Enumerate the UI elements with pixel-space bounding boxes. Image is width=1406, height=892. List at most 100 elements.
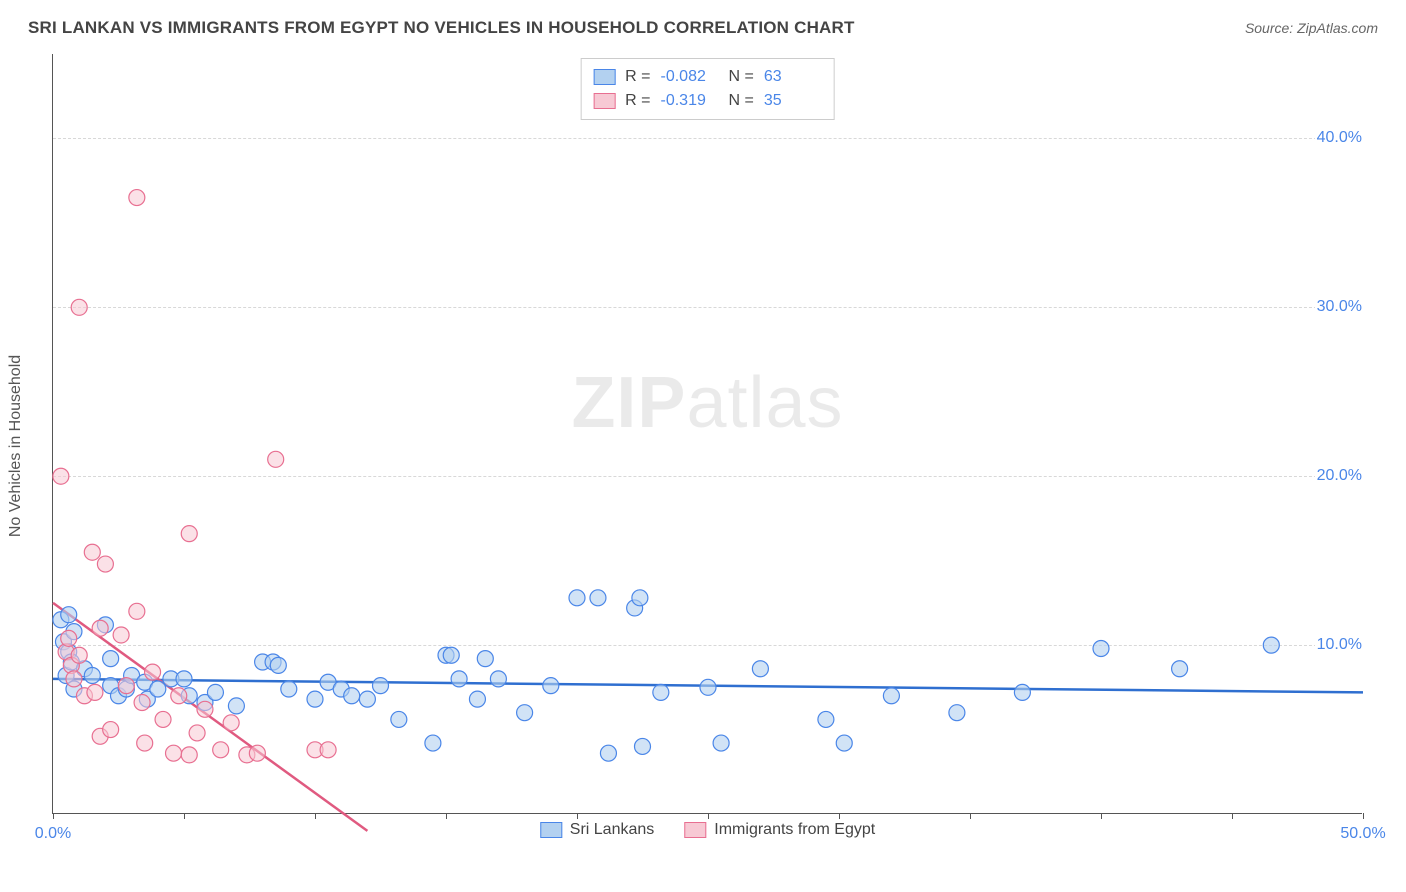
data-point xyxy=(425,735,441,751)
data-point xyxy=(134,695,150,711)
data-point xyxy=(189,725,205,741)
data-point xyxy=(103,651,119,667)
data-point xyxy=(373,678,389,694)
x-tick xyxy=(1232,813,1233,819)
data-point xyxy=(145,664,161,680)
data-point xyxy=(490,671,506,687)
chart-title: SRI LANKAN VS IMMIGRANTS FROM EGYPT NO V… xyxy=(28,18,855,38)
data-point xyxy=(344,688,360,704)
data-point xyxy=(713,735,729,751)
x-tick xyxy=(184,813,185,819)
data-point xyxy=(836,735,852,751)
r-label: R = xyxy=(625,89,650,113)
source-attribution: Source: ZipAtlas.com xyxy=(1245,20,1378,36)
data-point xyxy=(268,451,284,467)
data-point xyxy=(635,738,651,754)
y-axis-title: No Vehicles in Household xyxy=(7,355,25,537)
x-tick-label: 50.0% xyxy=(1340,825,1385,843)
data-point xyxy=(1093,640,1109,656)
x-tick xyxy=(446,813,447,819)
x-tick xyxy=(970,813,971,819)
data-point xyxy=(181,526,197,542)
title-bar: SRI LANKAN VS IMMIGRANTS FROM EGYPT NO V… xyxy=(28,18,1378,38)
data-point xyxy=(150,681,166,697)
data-point xyxy=(166,745,182,761)
data-point xyxy=(1014,684,1030,700)
stats-row: R = -0.319 N = 35 xyxy=(593,89,822,113)
data-point xyxy=(118,678,134,694)
data-point xyxy=(228,698,244,714)
legend-swatch xyxy=(593,93,615,109)
data-point xyxy=(359,691,375,707)
plot-area: ZIPatlas 10.0%20.0%30.0%40.0% 0.0%50.0% … xyxy=(52,54,1362,814)
data-point xyxy=(752,661,768,677)
data-point xyxy=(1172,661,1188,677)
data-point xyxy=(653,684,669,700)
data-point xyxy=(1263,637,1279,653)
data-point xyxy=(320,742,336,758)
data-point xyxy=(71,647,87,663)
data-point xyxy=(391,711,407,727)
data-point xyxy=(66,671,82,687)
data-point xyxy=(883,688,899,704)
data-point xyxy=(590,590,606,606)
data-point xyxy=(87,684,103,700)
data-point xyxy=(137,735,153,751)
data-point xyxy=(171,688,187,704)
x-tick xyxy=(708,813,709,819)
data-point xyxy=(818,711,834,727)
r-label: R = xyxy=(625,65,650,89)
data-point xyxy=(543,678,559,694)
data-point xyxy=(92,620,108,636)
data-point xyxy=(176,671,192,687)
data-point xyxy=(84,668,100,684)
legend-swatch xyxy=(684,822,706,838)
trend-line xyxy=(53,603,367,831)
data-point xyxy=(281,681,297,697)
data-point xyxy=(53,468,69,484)
data-point xyxy=(443,647,459,663)
stats-legend: R = -0.082 N = 63R = -0.319 N = 35 xyxy=(580,58,835,120)
data-point xyxy=(270,657,286,673)
data-point xyxy=(600,745,616,761)
data-point xyxy=(71,299,87,315)
data-point xyxy=(97,556,113,572)
data-point xyxy=(213,742,229,758)
r-value: -0.319 xyxy=(661,89,719,113)
legend-item: Sri Lankans xyxy=(540,821,655,839)
data-point xyxy=(61,607,77,623)
x-tick xyxy=(1101,813,1102,819)
x-tick xyxy=(577,813,578,819)
x-tick-label: 0.0% xyxy=(35,825,71,843)
r-value: -0.082 xyxy=(661,65,719,89)
scatter-plot-svg xyxy=(53,54,1362,813)
x-tick xyxy=(1363,813,1364,819)
x-tick xyxy=(839,813,840,819)
data-point xyxy=(632,590,648,606)
x-tick xyxy=(315,813,316,819)
data-point xyxy=(61,630,77,646)
data-point xyxy=(249,745,265,761)
data-point xyxy=(477,651,493,667)
data-point xyxy=(307,691,323,707)
data-point xyxy=(451,671,467,687)
x-tick xyxy=(53,813,54,819)
legend-label: Sri Lankans xyxy=(570,821,655,839)
data-point xyxy=(103,722,119,738)
data-point xyxy=(223,715,239,731)
n-label: N = xyxy=(729,89,754,113)
series-legend: Sri Lankans Immigrants from Egypt xyxy=(540,821,875,839)
n-value: 63 xyxy=(764,65,822,89)
n-value: 35 xyxy=(764,89,822,113)
data-point xyxy=(84,544,100,560)
data-point xyxy=(469,691,485,707)
data-point xyxy=(129,190,145,206)
data-point xyxy=(700,679,716,695)
data-point xyxy=(129,603,145,619)
data-point xyxy=(155,711,171,727)
legend-swatch xyxy=(540,822,562,838)
data-point xyxy=(569,590,585,606)
data-point xyxy=(949,705,965,721)
data-point xyxy=(113,627,129,643)
legend-item: Immigrants from Egypt xyxy=(684,821,875,839)
